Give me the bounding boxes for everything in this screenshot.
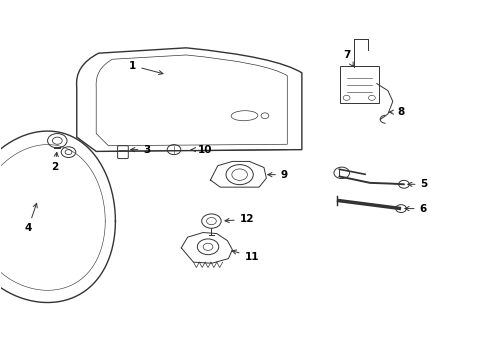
Text: 2: 2 (51, 152, 59, 172)
Text: 11: 11 (232, 250, 259, 262)
Text: 8: 8 (388, 107, 404, 117)
Text: 10: 10 (191, 145, 211, 155)
Text: 12: 12 (224, 214, 254, 224)
Text: 1: 1 (129, 61, 163, 75)
Text: 7: 7 (342, 50, 353, 67)
Text: 4: 4 (24, 203, 37, 233)
Text: 9: 9 (267, 170, 287, 180)
Text: 3: 3 (130, 145, 150, 155)
Text: 6: 6 (404, 203, 426, 213)
Text: 5: 5 (407, 179, 427, 189)
